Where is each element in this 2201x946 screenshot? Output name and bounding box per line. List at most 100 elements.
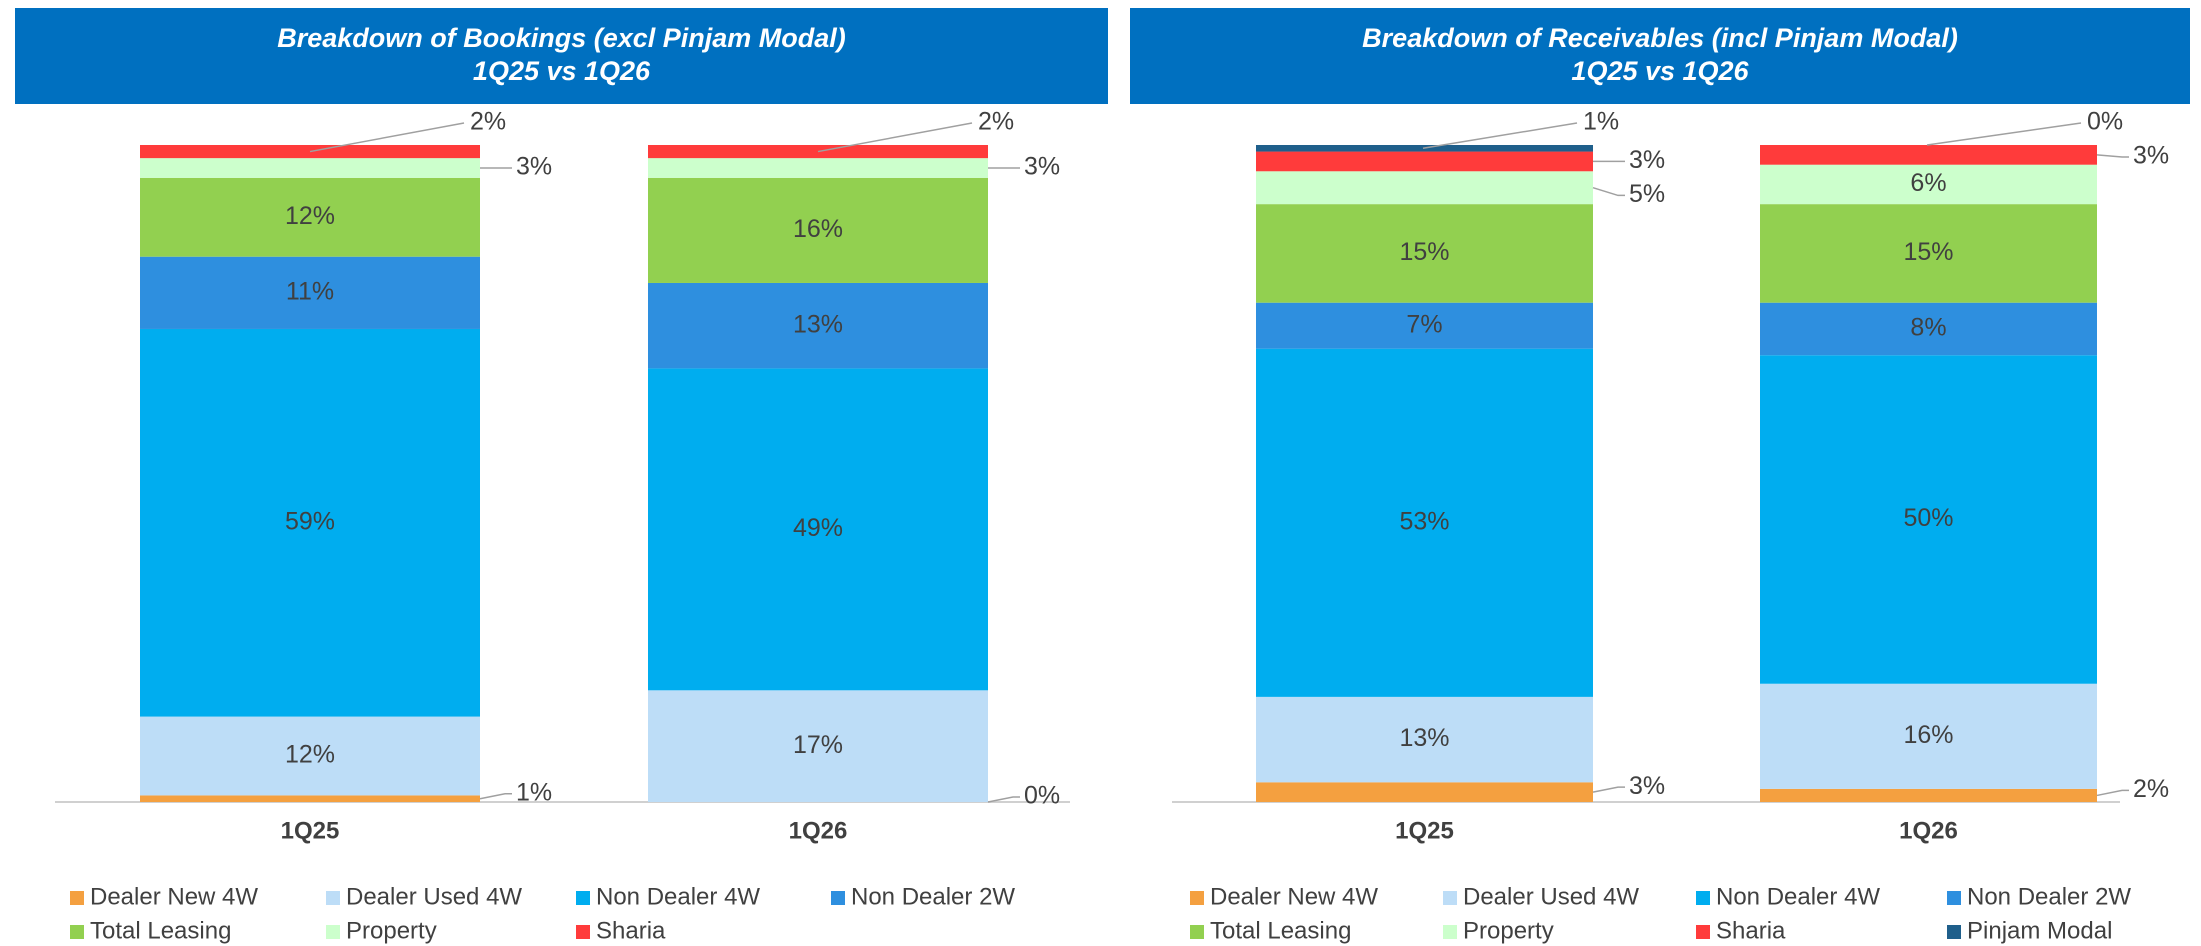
leader-line [1592,186,1625,197]
legend-label: Dealer Used 4W [1463,883,1639,910]
legend-swatch [576,925,590,939]
legend-swatch [1947,891,1961,905]
legend-swatch [326,925,340,939]
legend-label: Property [1463,917,1554,944]
legend-label: Non Dealer 4W [1716,883,1880,910]
data-label: 8% [1910,314,1946,342]
data-label: 12% [285,202,335,230]
legend-swatch [1947,925,1961,939]
bar-segment [1256,204,1593,303]
bar-segment [1760,164,2097,205]
leader-line [1592,786,1625,793]
leader-line [1926,122,2082,146]
legend-swatch [1696,925,1710,939]
data-label: 50% [1903,504,1953,532]
bar-segment [1256,171,1593,205]
bar-segment [1760,145,2097,165]
data-label: 1% [1583,108,1619,136]
leader-line [2096,154,2129,158]
data-label: 0% [2087,108,2123,136]
leader-line [817,122,973,153]
data-label: 2% [470,108,506,136]
data-label: 2% [2133,775,2169,803]
legend-label: Total Leasing [90,917,231,944]
chart-title: Breakdown of Receivables (incl Pinjam Mo… [1362,23,1958,53]
bar-segment [1760,302,2097,356]
bar-segment [140,328,480,717]
bar-segment [648,368,988,691]
bar-segment [140,256,480,329]
chart-header [1130,8,2190,104]
bar-segment [1760,204,2097,303]
leader-line [987,796,1020,803]
legend-label: Pinjam Modal [1967,917,2112,944]
data-label: 16% [793,215,843,243]
leader-line [2096,789,2129,797]
legend-swatch [1443,891,1457,905]
legend-label: Non Dealer 2W [851,883,1015,910]
bar-segment [1760,788,2097,802]
x-tick-label: 1Q25 [281,817,340,844]
chart-title: Breakdown of Bookings (excl Pinjam Modal… [277,23,846,53]
legend-label: Non Dealer 2W [1967,883,2131,910]
chart-header [15,8,1108,104]
data-label: 3% [2133,142,2169,170]
data-label: 1% [516,778,552,806]
bar-segment [648,177,988,283]
bar-segment [648,282,988,369]
data-label: 49% [793,514,843,542]
data-label: 6% [1910,169,1946,197]
data-label: 12% [285,741,335,769]
data-label: 2% [978,108,1014,136]
bar-segment [1760,683,2097,789]
data-label: 7% [1406,310,1442,338]
legend-label: Dealer New 4W [90,883,258,910]
bar-segment [140,716,480,796]
chart-subtitle: 1Q25 vs 1Q26 [1571,56,1749,86]
legend-label: Sharia [596,917,666,944]
legend-swatch [1696,891,1710,905]
bar-segment [1760,355,2097,684]
legend-swatch [1190,891,1204,905]
data-label: 59% [285,507,335,535]
bar-segment [1256,302,1593,349]
data-label: 15% [1903,238,1953,266]
data-label: 3% [1024,153,1060,181]
bar-segment [140,177,480,257]
bar-segment [1256,348,1593,697]
legend-swatch [1443,925,1457,939]
data-label: 3% [1629,772,1665,800]
data-label: 17% [793,731,843,759]
leader-line [1422,122,1578,150]
bar-segment [648,158,988,178]
data-label: 0% [1024,782,1060,810]
legend-swatch [1190,925,1204,939]
legend-swatch [70,891,84,905]
x-tick-label: 1Q25 [1395,817,1454,844]
legend-swatch [576,891,590,905]
data-label: 11% [286,277,334,305]
bar-segment [1256,151,1593,172]
bar-segment [1256,782,1593,802]
data-label: 16% [1903,721,1953,749]
data-label: 3% [1629,146,1665,174]
legend-label: Total Leasing [1210,917,1351,944]
legend-label: Property [346,917,437,944]
legend-swatch [831,891,845,905]
data-label: 3% [516,153,552,181]
bar-segment [140,158,480,178]
x-tick-label: 1Q26 [789,817,848,844]
legend-swatch [70,925,84,939]
bar-segment [1256,696,1593,783]
legend-label: Sharia [1716,917,1786,944]
chart-subtitle: 1Q25 vs 1Q26 [473,56,651,86]
x-tick-label: 1Q26 [1899,817,1958,844]
data-label: 15% [1399,238,1449,266]
data-label: 5% [1629,180,1665,208]
bar-segment [648,690,988,802]
data-label: 13% [1399,724,1449,752]
legend-swatch [326,891,340,905]
legend-label: Non Dealer 4W [596,883,760,910]
